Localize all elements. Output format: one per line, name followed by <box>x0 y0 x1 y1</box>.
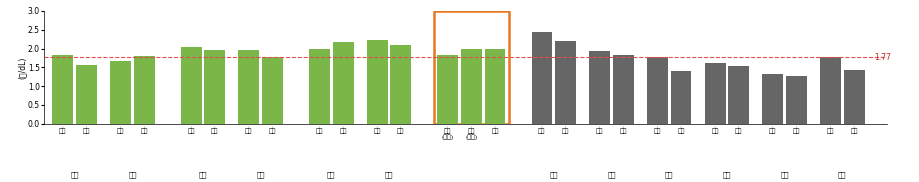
Bar <box>671 71 691 124</box>
Bar <box>262 57 283 124</box>
Bar <box>52 55 74 124</box>
Text: 청주: 청주 <box>780 171 789 178</box>
Text: 시흥: 시흥 <box>71 171 79 178</box>
Text: 광양: 광양 <box>665 171 674 178</box>
Bar <box>728 66 749 124</box>
Bar <box>786 76 807 124</box>
Bar <box>437 55 459 124</box>
Bar <box>204 50 225 124</box>
Bar <box>763 74 783 124</box>
Text: 안산: 안산 <box>256 171 265 178</box>
Text: 시흥: 시흥 <box>199 171 208 178</box>
Bar <box>434 11 508 124</box>
Bar <box>589 51 610 124</box>
Text: 여수: 여수 <box>722 171 732 178</box>
Bar <box>613 55 634 124</box>
Bar <box>333 42 354 124</box>
Bar <box>647 57 668 124</box>
Bar <box>844 70 865 124</box>
Bar <box>367 40 388 124</box>
Text: 시흥: 시흥 <box>327 171 335 178</box>
Y-axis label: (㎈/dL): (㎈/dL) <box>17 56 27 78</box>
Text: 서산: 서산 <box>838 171 846 178</box>
Bar <box>391 45 411 124</box>
Bar <box>461 49 482 124</box>
Bar <box>484 49 505 124</box>
Bar <box>76 65 97 124</box>
Text: 포항: 포항 <box>607 171 616 178</box>
Bar <box>110 61 131 124</box>
Bar <box>238 50 259 124</box>
Text: 안산: 안산 <box>128 171 137 178</box>
Bar <box>820 57 841 124</box>
Text: 1.77: 1.77 <box>875 53 891 62</box>
Bar <box>134 56 154 124</box>
Bar <box>181 47 201 124</box>
Text: 안산: 안산 <box>385 171 393 178</box>
Bar <box>531 32 552 124</box>
Bar <box>309 49 330 124</box>
Bar <box>705 63 725 124</box>
Bar <box>555 41 576 124</box>
Text: 울산: 울산 <box>550 171 558 178</box>
